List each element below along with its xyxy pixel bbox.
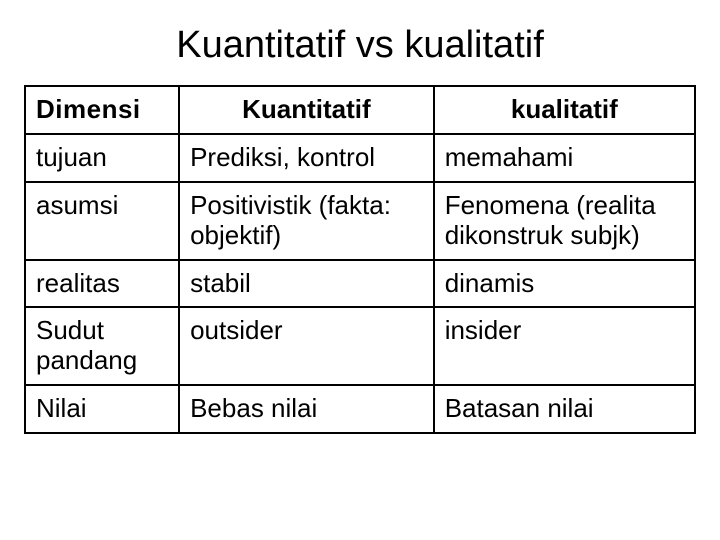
cell-dim: realitas [25,260,179,308]
cell-qual: dinamis [434,260,695,308]
cell-quant: stabil [179,260,434,308]
cell-quant: Prediksi, kontrol [179,134,434,182]
comparison-table: Dimensi Kuantitatif kualitatif tujuan Pr… [24,85,696,434]
cell-qual: Batasan nilai [434,385,695,433]
table-row: Sudut pandang outsider insider [25,307,695,385]
cell-dim: Nilai [25,385,179,433]
col-header-kualitatif: kualitatif [434,86,695,134]
cell-quant: Positivistik (fakta: objektif) [179,182,434,260]
col-header-dimensi: Dimensi [25,86,179,134]
cell-qual: insider [434,307,695,385]
table-row: tujuan Prediksi, kontrol memahami [25,134,695,182]
cell-quant: Bebas nilai [179,385,434,433]
cell-qual: Fenomena (realita dikonstruk subjk) [434,182,695,260]
table-row: Nilai Bebas nilai Batasan nilai [25,385,695,433]
cell-dim: tujuan [25,134,179,182]
cell-dim: Sudut pandang [25,307,179,385]
cell-dim: asumsi [25,182,179,260]
table-row: asumsi Positivistik (fakta: objektif) Fe… [25,182,695,260]
table-row: realitas stabil dinamis [25,260,695,308]
col-header-kuantitatif: Kuantitatif [179,86,434,134]
table-header-row: Dimensi Kuantitatif kualitatif [25,86,695,134]
cell-qual: memahami [434,134,695,182]
cell-quant: outsider [179,307,434,385]
page-title: Kuantitatif vs kualitatif [24,24,696,67]
slide: Kuantitatif vs kualitatif Dimensi Kuanti… [0,0,720,540]
